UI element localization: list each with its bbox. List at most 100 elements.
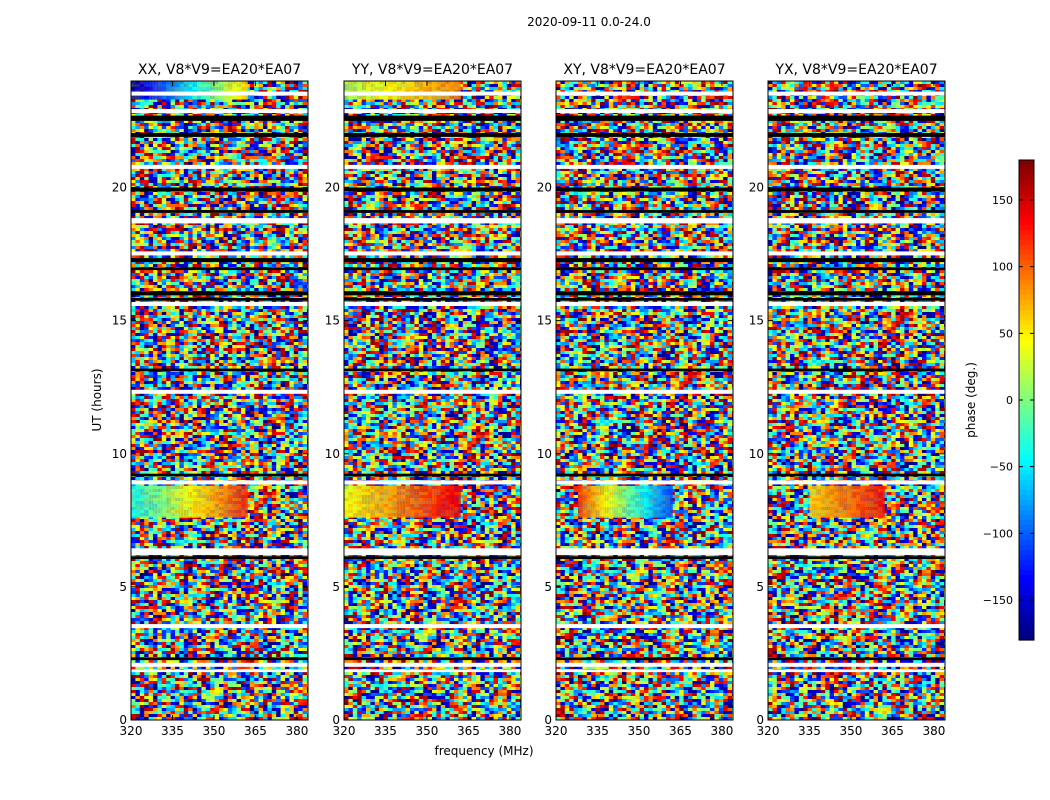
phase-cell	[258, 357, 264, 361]
phase-cell	[131, 261, 136, 265]
phase-cell	[302, 309, 308, 313]
phase-cell	[153, 315, 158, 319]
phase-cell	[183, 276, 189, 280]
phase-cell	[153, 333, 158, 337]
phase-cell	[144, 153, 149, 157]
phase-cell	[205, 345, 211, 349]
phase-cell	[298, 159, 303, 163]
phase-cell	[276, 84, 281, 88]
phase-cell	[298, 198, 303, 202]
phase-cell	[219, 324, 224, 328]
phase-cell	[161, 324, 167, 328]
phase-cell	[219, 234, 224, 238]
phase-cell	[205, 318, 211, 322]
phase-cell	[135, 234, 141, 238]
phase-cell	[263, 177, 268, 181]
phase-cell	[263, 279, 268, 283]
phase-cell	[302, 402, 308, 406]
phase-cell	[179, 339, 185, 343]
phase-cell	[258, 249, 264, 253]
phase-cell	[192, 213, 198, 217]
phase-cell	[192, 240, 198, 244]
phase-cell	[201, 444, 207, 448]
phase-cell	[276, 120, 281, 124]
phase-cell	[289, 348, 295, 352]
phase-cell	[175, 195, 180, 199]
phase-cell	[135, 339, 141, 343]
phase-cell	[214, 246, 220, 250]
phase-cell	[271, 120, 277, 124]
phase-cell	[183, 420, 189, 424]
phase-cell	[223, 141, 229, 145]
phase-cell	[210, 372, 215, 376]
phase-cell	[267, 426, 273, 430]
phase-cell	[153, 417, 158, 421]
phase-cell	[219, 339, 224, 343]
phase-cell	[139, 441, 145, 445]
phase-cell	[161, 309, 167, 313]
phase-cell	[201, 315, 207, 319]
phase-cell	[245, 312, 251, 316]
phase-cell	[153, 192, 158, 196]
phase-cell	[135, 411, 141, 415]
phase-cell	[258, 378, 264, 382]
phase-cell	[249, 201, 255, 205]
phase-cell	[201, 183, 207, 187]
phase-cell	[166, 405, 171, 409]
phase-cell	[214, 240, 220, 244]
phase-cell	[183, 351, 189, 355]
phase-cell	[298, 270, 303, 274]
phase-cell	[298, 156, 303, 160]
phase-cell	[302, 300, 308, 304]
phase-cell	[201, 351, 207, 355]
phase-cell	[271, 240, 277, 244]
phase-cell	[280, 168, 286, 172]
phase-cell	[144, 183, 149, 187]
phase-cell	[267, 255, 273, 259]
phase-cell	[170, 129, 176, 133]
phase-cell	[192, 147, 198, 151]
phase-cell	[175, 147, 180, 151]
phase-cell	[236, 438, 242, 442]
phase-cell	[223, 411, 229, 415]
phase-cell	[201, 423, 207, 427]
phase-cell	[245, 366, 251, 370]
phase-cell	[197, 408, 202, 412]
phase-cell	[161, 162, 167, 166]
phase-cell	[188, 432, 193, 436]
phase-cell	[205, 312, 211, 316]
phase-cell	[183, 198, 189, 202]
phase-cell	[148, 261, 154, 265]
phase-cell	[157, 363, 163, 367]
phase-cell	[135, 231, 141, 235]
phase-cell	[263, 327, 268, 331]
phase-cell	[139, 255, 145, 259]
phase-cell	[183, 153, 189, 157]
phase-cell	[175, 357, 180, 361]
phase-cell	[302, 156, 308, 160]
phase-cell	[285, 153, 290, 157]
phase-cell	[144, 243, 149, 247]
phase-cell	[232, 261, 237, 265]
phase-cell	[227, 366, 233, 370]
phase-cell	[249, 159, 255, 163]
phase-cell	[271, 408, 277, 412]
phase-cell	[157, 207, 163, 211]
phase-cell	[236, 153, 242, 157]
phase-cell	[276, 309, 281, 313]
phase-cell	[139, 156, 145, 160]
phase-cell	[267, 315, 273, 319]
phase-cell	[302, 324, 308, 328]
phase-cell	[205, 429, 211, 433]
phase-cell	[205, 264, 211, 268]
phase-cell	[139, 288, 145, 292]
phase-cell	[227, 432, 233, 436]
phase-cell	[214, 129, 220, 133]
phase-cell	[175, 429, 180, 433]
phase-cell	[170, 381, 176, 385]
phase-cell	[153, 195, 158, 199]
phase-cell	[249, 402, 255, 406]
phase-cell	[298, 315, 303, 319]
phase-cell	[210, 300, 215, 304]
phase-cell	[166, 375, 171, 379]
